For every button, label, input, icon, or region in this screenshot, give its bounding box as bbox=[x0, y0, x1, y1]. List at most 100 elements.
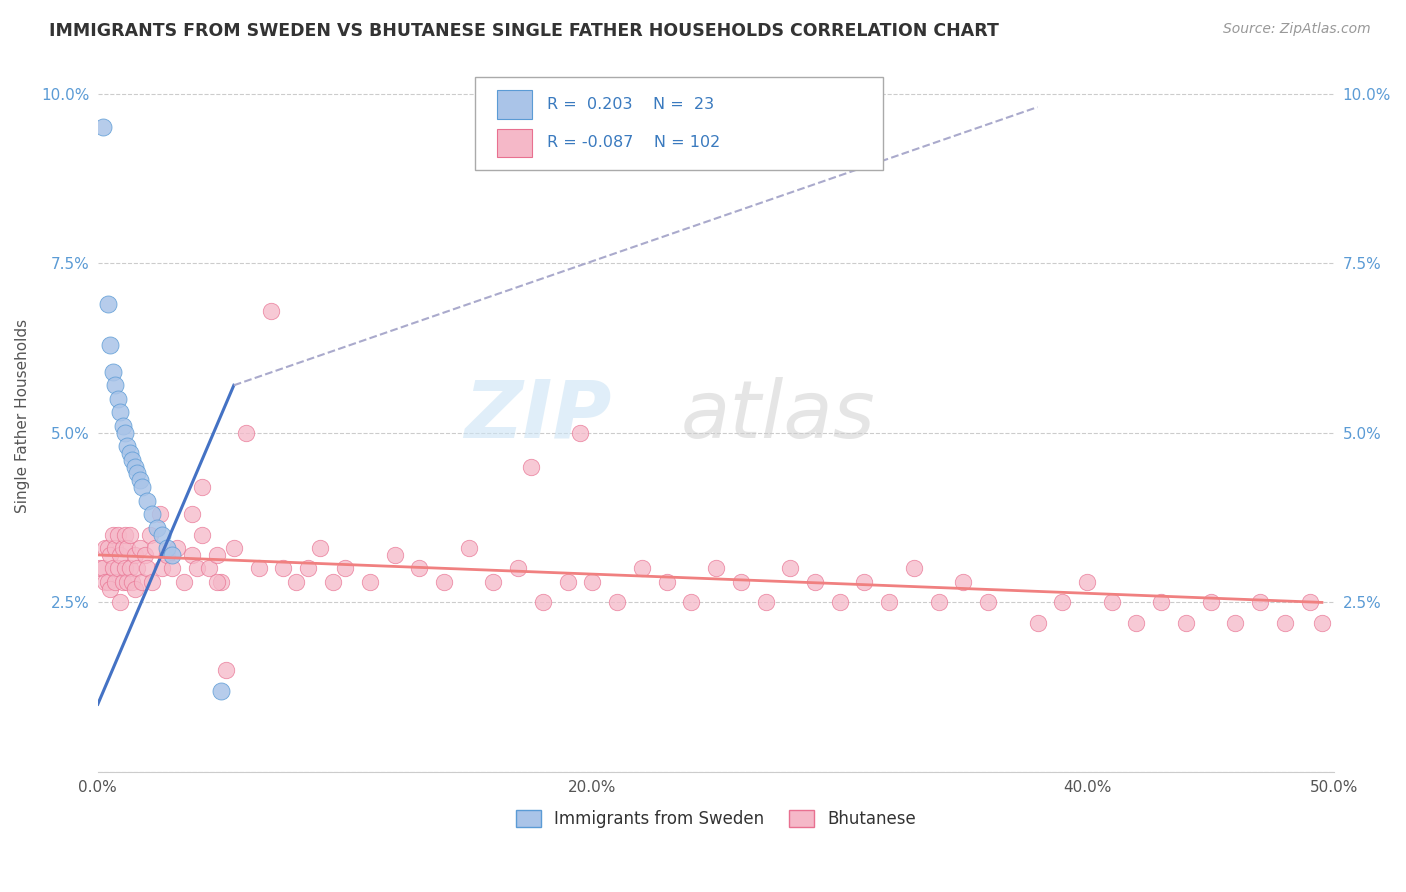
Text: atlas: atlas bbox=[681, 376, 876, 455]
Point bbox=[215, 663, 238, 677]
Text: Source: ZipAtlas.com: Source: ZipAtlas.com bbox=[1223, 22, 1371, 37]
Point bbox=[211, 683, 233, 698]
Point bbox=[136, 493, 159, 508]
Point bbox=[117, 575, 139, 590]
Legend: Immigrants from Sweden, Bhutanese: Immigrants from Sweden, Bhutanese bbox=[509, 804, 922, 835]
Point bbox=[111, 575, 134, 590]
Point bbox=[150, 561, 173, 575]
Point bbox=[928, 595, 950, 609]
Point bbox=[581, 575, 603, 590]
Point bbox=[606, 595, 628, 609]
FancyBboxPatch shape bbox=[498, 90, 531, 119]
Point bbox=[101, 527, 124, 541]
Point bbox=[1249, 595, 1271, 609]
FancyBboxPatch shape bbox=[498, 128, 531, 157]
Point bbox=[309, 541, 332, 556]
Point bbox=[166, 541, 188, 556]
Point bbox=[114, 561, 136, 575]
Point bbox=[97, 541, 120, 556]
Point bbox=[114, 527, 136, 541]
Point bbox=[205, 548, 228, 562]
Point bbox=[98, 582, 121, 596]
Point bbox=[107, 392, 129, 406]
Point bbox=[1274, 615, 1296, 630]
Point bbox=[111, 541, 134, 556]
Point bbox=[139, 527, 162, 541]
Point bbox=[730, 575, 752, 590]
Point bbox=[97, 297, 120, 311]
Point bbox=[1026, 615, 1049, 630]
Point bbox=[101, 561, 124, 575]
Point bbox=[141, 507, 163, 521]
Point bbox=[108, 548, 131, 562]
Point bbox=[114, 425, 136, 440]
Point bbox=[98, 548, 121, 562]
Point bbox=[779, 561, 801, 575]
Point bbox=[408, 561, 430, 575]
Point bbox=[89, 561, 111, 575]
Point bbox=[1199, 595, 1222, 609]
Point bbox=[322, 575, 344, 590]
Text: R =  0.203    N =  23: R = 0.203 N = 23 bbox=[547, 97, 714, 112]
Point bbox=[111, 419, 134, 434]
Point bbox=[1150, 595, 1173, 609]
Point bbox=[359, 575, 381, 590]
Point bbox=[97, 575, 120, 590]
Point bbox=[127, 561, 149, 575]
Point bbox=[190, 527, 212, 541]
Point bbox=[877, 595, 900, 609]
Point bbox=[117, 541, 139, 556]
Point bbox=[655, 575, 678, 590]
Point bbox=[211, 575, 233, 590]
FancyBboxPatch shape bbox=[475, 78, 883, 170]
Point bbox=[180, 548, 202, 562]
Point bbox=[150, 527, 173, 541]
Point bbox=[853, 575, 876, 590]
Point bbox=[118, 561, 141, 575]
Point bbox=[186, 561, 208, 575]
Point bbox=[804, 575, 827, 590]
Point bbox=[149, 507, 172, 521]
Point bbox=[754, 595, 776, 609]
Point bbox=[131, 575, 153, 590]
Point bbox=[1225, 615, 1247, 630]
Point bbox=[94, 575, 117, 590]
Point bbox=[156, 541, 179, 556]
Point bbox=[127, 467, 149, 481]
Point bbox=[1310, 615, 1333, 630]
Point bbox=[117, 439, 139, 453]
Point bbox=[271, 561, 294, 575]
Point bbox=[94, 541, 117, 556]
Point bbox=[108, 595, 131, 609]
Point bbox=[104, 378, 127, 392]
Point bbox=[508, 561, 530, 575]
Point bbox=[108, 405, 131, 419]
Point bbox=[128, 473, 150, 487]
Point bbox=[333, 561, 356, 575]
Point bbox=[284, 575, 307, 590]
Point bbox=[384, 548, 406, 562]
Point bbox=[156, 548, 179, 562]
Point bbox=[297, 561, 319, 575]
Point bbox=[107, 561, 129, 575]
Y-axis label: Single Father Households: Single Father Households bbox=[15, 318, 30, 513]
Point bbox=[160, 561, 183, 575]
Point bbox=[260, 303, 283, 318]
Point bbox=[104, 541, 127, 556]
Point bbox=[1298, 595, 1320, 609]
Text: R = -0.087    N = 102: R = -0.087 N = 102 bbox=[547, 136, 720, 151]
Point bbox=[205, 575, 228, 590]
Point bbox=[91, 120, 114, 135]
Point bbox=[141, 575, 163, 590]
Point bbox=[977, 595, 1000, 609]
Point bbox=[531, 595, 554, 609]
Point bbox=[1052, 595, 1074, 609]
Point bbox=[631, 561, 654, 575]
Point bbox=[107, 527, 129, 541]
Point bbox=[198, 561, 221, 575]
Point bbox=[247, 561, 270, 575]
Point bbox=[98, 337, 121, 351]
Point bbox=[121, 453, 143, 467]
Point bbox=[124, 459, 146, 474]
Point bbox=[828, 595, 851, 609]
